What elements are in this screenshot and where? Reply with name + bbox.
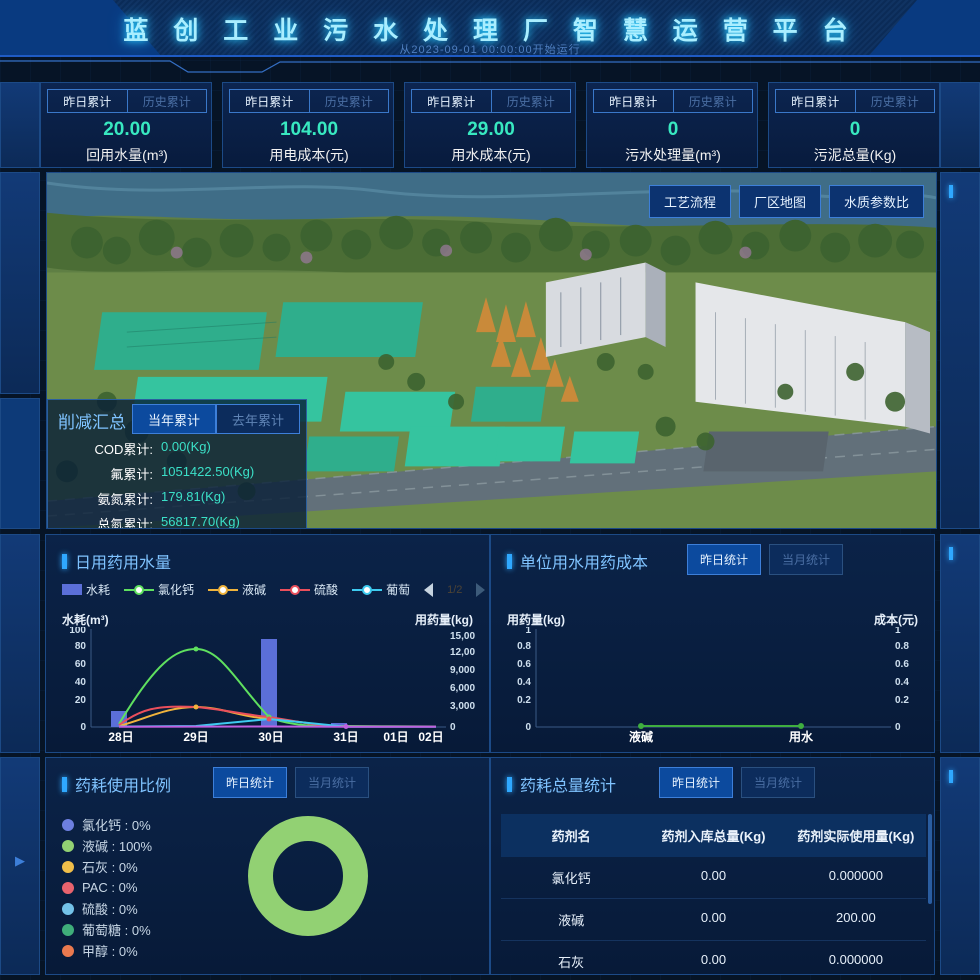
svg-text:0.6: 0.6 [895, 659, 909, 670]
svg-text:0: 0 [450, 722, 456, 733]
svg-text:6,000: 6,000 [450, 683, 475, 694]
svg-text:液碱: 液碱 [629, 729, 653, 744]
svg-text:40: 40 [75, 677, 87, 688]
svg-text:100: 100 [69, 627, 86, 636]
svg-text:0.6: 0.6 [517, 659, 531, 670]
svg-text:29日: 29日 [183, 730, 208, 744]
svg-text:0.4: 0.4 [517, 677, 531, 688]
svg-text:0.2: 0.2 [517, 695, 531, 706]
svg-text:80: 80 [75, 641, 87, 652]
svg-text:30日: 30日 [258, 730, 283, 744]
svg-text:1: 1 [525, 627, 531, 636]
svg-text:0.8: 0.8 [517, 641, 531, 652]
svg-text:60: 60 [75, 659, 87, 670]
svg-text:12,00: 12,00 [450, 647, 475, 658]
svg-text:9,000: 9,000 [450, 665, 475, 676]
svg-text:3,000: 3,000 [450, 701, 475, 712]
svg-text:28日: 28日 [108, 730, 133, 744]
svg-text:01日: 01日 [383, 730, 408, 744]
svg-text:15,00: 15,00 [450, 631, 475, 642]
svg-text:0.8: 0.8 [895, 641, 909, 652]
svg-text:31日: 31日 [333, 730, 358, 744]
svg-text:20: 20 [75, 695, 87, 706]
svg-text:0.2: 0.2 [895, 695, 909, 706]
svg-text:1: 1 [895, 627, 901, 636]
svg-text:0: 0 [80, 722, 86, 733]
svg-text:02日: 02日 [418, 730, 443, 744]
svg-text:0: 0 [895, 722, 901, 733]
svg-text:0.4: 0.4 [895, 677, 909, 688]
svg-text:用水: 用水 [788, 729, 814, 744]
svg-text:0: 0 [525, 722, 531, 733]
